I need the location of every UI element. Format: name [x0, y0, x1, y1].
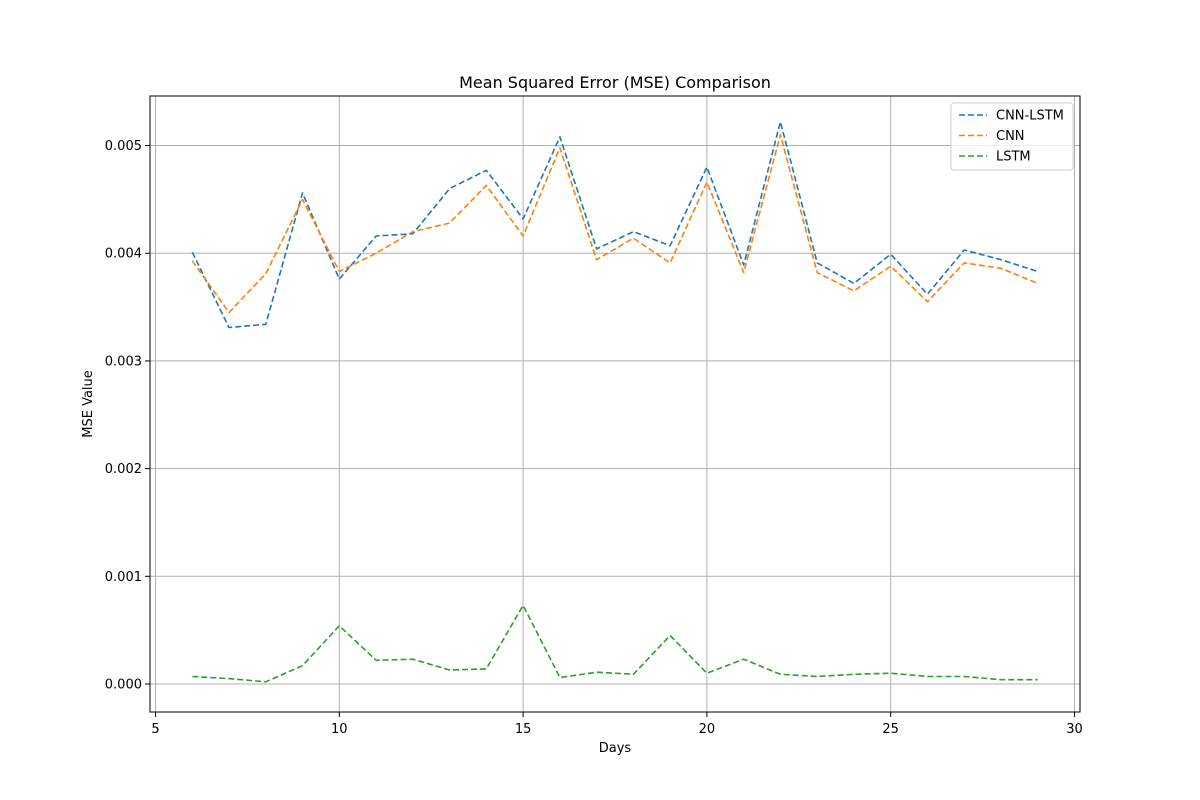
y-axis-label: MSE Value [81, 370, 96, 438]
x-tick-label: 30 [1066, 722, 1083, 737]
y-tick-label: 0.001 [105, 570, 142, 585]
y-axis-ticks: 0.000 0.001 0.002 0.003 0.004 0.005 [105, 139, 150, 693]
series-layer [191, 121, 1039, 683]
plot-frame [149, 95, 1081, 713]
x-axis-ticks: 5 10 15 20 25 30 [151, 712, 1083, 737]
x-tick-label: 25 [882, 722, 899, 737]
legend: CNN-LSTM CNN LSTM [950, 102, 1074, 171]
x-tick-label: 10 [331, 722, 348, 737]
legend-box [950, 102, 1074, 171]
x-tick-label: 20 [699, 722, 716, 737]
x-tick-label: 15 [515, 722, 532, 737]
legend-label: CNN [996, 129, 1025, 144]
x-axis-label: Days [599, 741, 632, 756]
legend-label: CNN-LSTM [996, 109, 1064, 124]
legend-label: LSTM [996, 150, 1031, 165]
series-line-lstm [192, 604, 1038, 683]
y-tick-label: 0.004 [105, 247, 142, 262]
x-tick-label: 5 [151, 722, 159, 737]
grid [150, 96, 1080, 712]
y-tick-label: 0.005 [105, 139, 142, 154]
chart-title: Mean Squared Error (MSE) Comparison [459, 73, 771, 92]
series-line-cnn-lstm [191, 121, 1038, 329]
y-tick-label: 0.003 [105, 354, 142, 369]
series-line-cnn [191, 134, 1039, 314]
y-tick-label: 0.002 [105, 462, 142, 477]
y-tick-label: 0.000 [105, 678, 142, 693]
